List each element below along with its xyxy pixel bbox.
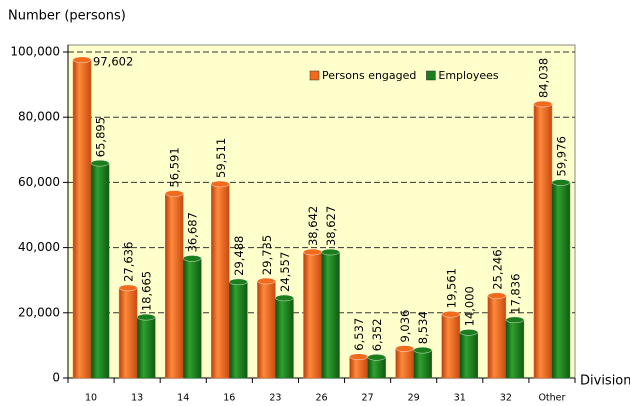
bar-cap (551, 179, 571, 186)
bar (257, 280, 276, 379)
bar (505, 319, 525, 379)
bar (118, 287, 138, 379)
data-label: 6,352 (370, 318, 384, 351)
bar (275, 297, 294, 379)
y-axis-label: Number (persons) (8, 9, 126, 24)
bar (551, 182, 571, 379)
x-tick-label: 31 (454, 393, 466, 404)
bar-cap (395, 345, 414, 352)
x-tick-label: 14 (177, 393, 189, 404)
x-axis-label: Division (580, 374, 630, 389)
bar-cap (413, 346, 432, 354)
x-tick-label: 29 (408, 393, 420, 404)
bar-cap (118, 284, 138, 292)
data-label: 59,976 (554, 136, 568, 176)
bar-cap (275, 294, 294, 302)
bar-cap (487, 292, 507, 299)
bar (321, 251, 340, 379)
bar-cap (367, 354, 386, 361)
y-tick-label: 40,000 (18, 240, 60, 254)
data-label: 17,836 (508, 274, 522, 314)
y-tick-label: 100,000 (10, 45, 60, 59)
bar (413, 349, 432, 379)
legend-swatch (309, 70, 320, 81)
y-tick-label: 80,000 (18, 110, 60, 124)
bar (136, 316, 156, 379)
x-tick-label: Other (538, 393, 565, 404)
x-tick-label: 10 (85, 393, 97, 404)
bar-cap (349, 353, 368, 360)
bar (182, 258, 202, 379)
y-tick-label: 0 (52, 371, 60, 385)
data-label: 25,246 (490, 249, 504, 289)
bar (90, 162, 110, 379)
legend-label: Employees (438, 69, 498, 82)
bar-cap (459, 329, 478, 336)
data-label: 97,602 (93, 54, 133, 68)
bar-cap (229, 278, 248, 286)
data-label: 18,665 (140, 271, 154, 311)
legend-label: Persons engaged (322, 69, 416, 82)
legend-swatch (426, 70, 436, 81)
bar (459, 332, 479, 379)
data-label: 56,591 (168, 147, 182, 187)
bar-cap (505, 316, 525, 324)
data-label: 38,627 (324, 206, 338, 246)
data-label: 59,511 (214, 138, 228, 178)
data-label: 38,642 (306, 206, 320, 246)
bar-cap (136, 313, 156, 321)
bar-cap (533, 100, 553, 108)
data-label: 27,636 (122, 242, 136, 282)
x-tick-label: 26 (315, 393, 327, 404)
bar-cap (72, 56, 92, 64)
data-label: 65,895 (94, 117, 108, 157)
bar (441, 313, 461, 379)
x-tick-label: 32 (500, 393, 512, 404)
bar (533, 103, 553, 379)
x-tick-label: 27 (362, 393, 374, 404)
data-label: 29,735 (260, 235, 274, 275)
bar-cap (257, 277, 276, 285)
bar (211, 183, 230, 379)
y-tick-label: 60,000 (18, 175, 60, 189)
bar-cap (321, 248, 340, 256)
bar (487, 295, 507, 379)
x-tick-label: 23 (269, 393, 281, 404)
bar (164, 193, 184, 379)
data-label: 9,036 (398, 310, 412, 343)
bar (395, 348, 414, 379)
bar-cap (303, 248, 322, 256)
data-label: 8,534 (416, 311, 430, 344)
bar-cap (183, 255, 202, 262)
data-label: 29,488 (232, 236, 246, 276)
data-label: 19,561 (444, 268, 458, 308)
data-label: 36,687 (186, 212, 200, 252)
data-label: 6,537 (352, 318, 366, 351)
x-tick-label: 16 (223, 393, 235, 404)
bar (229, 281, 248, 379)
bar-cap (441, 311, 460, 318)
y-tick-label: 20,000 (18, 305, 60, 319)
bar-cap (211, 180, 230, 188)
bar (303, 251, 322, 379)
bar-cap (90, 159, 110, 167)
data-label: 14,000 (462, 286, 476, 326)
data-label: 84,038 (536, 58, 550, 98)
x-tick-label: 13 (131, 393, 143, 404)
bar-cap (165, 190, 184, 197)
data-label: 24,557 (278, 252, 292, 292)
bar (72, 59, 92, 379)
